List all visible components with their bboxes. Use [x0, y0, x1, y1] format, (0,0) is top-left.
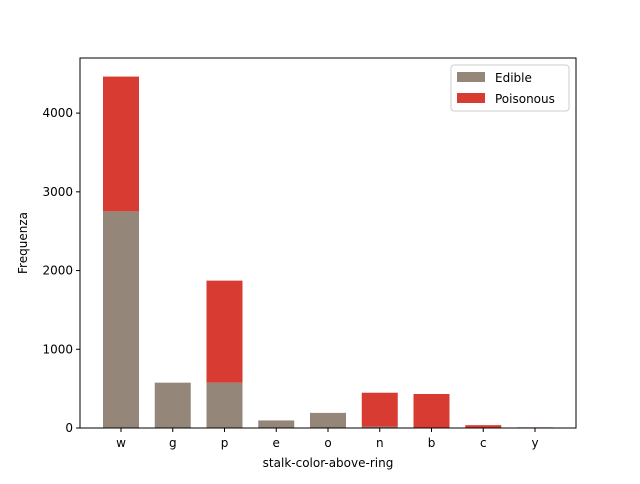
- bar-edible-p: [206, 382, 243, 428]
- legend-label-edible: Edible: [495, 71, 532, 85]
- bar-edible-g: [154, 382, 191, 428]
- legend: Edible Poisonous: [450, 64, 570, 112]
- x-tick-label-w: w: [116, 436, 126, 450]
- x-tick-label-n: n: [376, 436, 384, 450]
- y-tick-label-1000: 1000: [42, 342, 73, 356]
- y-tick-label-0: 0: [65, 421, 73, 435]
- bar-edible-o: [310, 412, 346, 428]
- x-tick-label-e: e: [273, 436, 280, 450]
- bar-edible-w: [103, 211, 139, 428]
- bar-poisonous-b: [413, 393, 450, 428]
- bars-layer: [103, 76, 553, 428]
- bar-edible-n: [361, 426, 398, 428]
- bar-poisonous-c: [465, 425, 502, 428]
- bar-poisonous-w: [103, 76, 139, 212]
- y-ticks: 0 1000 2000 3000 4000: [42, 106, 80, 435]
- bar-poisonous-p: [206, 280, 243, 383]
- legend-swatch-poisonous: [457, 93, 485, 103]
- y-tick-label-2000: 2000: [42, 264, 73, 278]
- y-axis-label: Frequenza: [16, 212, 30, 274]
- bar-edible-e: [258, 420, 295, 428]
- plot-frame: [79, 57, 577, 429]
- x-tick-label-g: g: [169, 436, 177, 450]
- legend-label-poisonous: Poisonous: [495, 92, 555, 106]
- x-tick-label-y: y: [531, 436, 538, 450]
- y-tick-label-3000: 3000: [42, 185, 73, 199]
- bar-poisonous-n: [361, 392, 398, 427]
- x-tick-label-p: p: [221, 436, 229, 450]
- y-tick-label-4000: 4000: [42, 106, 73, 120]
- x-tick-label-c: c: [480, 436, 487, 450]
- legend-swatch-edible: [457, 72, 485, 82]
- x-axis-label: stalk-color-above-ring: [263, 456, 394, 470]
- x-tick-label-o: o: [324, 436, 331, 450]
- x-tick-label-b: b: [428, 436, 436, 450]
